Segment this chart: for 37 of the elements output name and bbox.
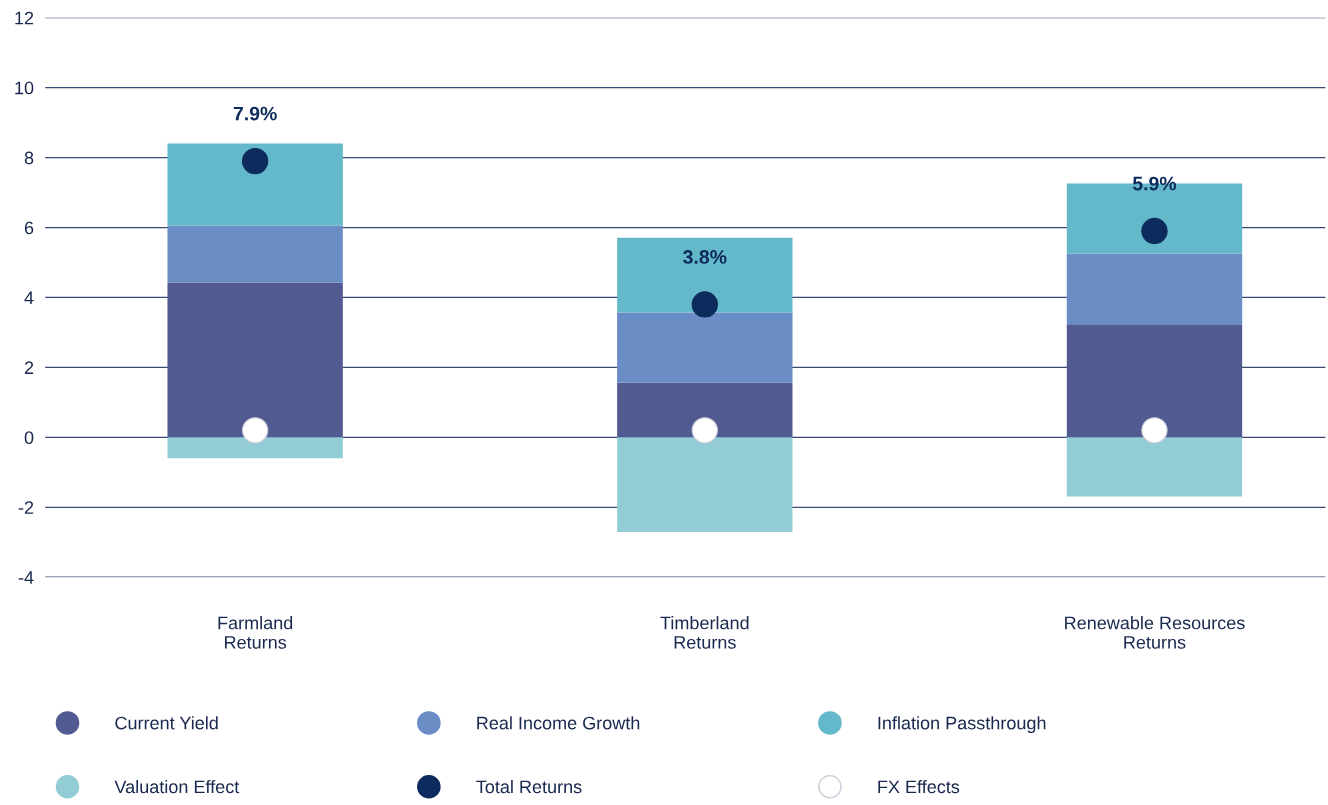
legend-label: Valuation Effect — [114, 779, 240, 794]
legend-label: Inflation Passthrough — [878, 716, 1046, 734]
bar — [1066, 324, 1243, 438]
y-tick-label: 12 — [15, 11, 34, 25]
y-tick-label: 4 — [24, 291, 34, 304]
legend-label: Current Yield — [115, 716, 218, 730]
bar — [167, 225, 343, 283]
y-tick-label: 8 — [24, 151, 34, 165]
point — [1141, 217, 1168, 245]
x-tick-label: Renewable Resources Returns — [1065, 616, 1245, 649]
legend-label: Total Returns — [476, 779, 582, 794]
bar — [617, 437, 793, 533]
bar — [617, 312, 793, 383]
y-tick-label: -4 — [18, 571, 34, 584]
point — [691, 291, 718, 318]
y-tick-label: 2 — [24, 361, 34, 374]
point — [241, 417, 269, 444]
point — [1141, 417, 1168, 444]
bar — [1066, 253, 1243, 325]
x-tick-label: Timberland Returns — [660, 616, 749, 649]
point — [691, 417, 718, 444]
y-tick-label: 0 — [24, 431, 34, 445]
y-tick-label: 6 — [24, 221, 34, 235]
bar — [167, 437, 343, 459]
legend-label: FX Effects — [878, 779, 960, 794]
legend-label: Real Income Growth — [477, 716, 640, 730]
bar — [617, 237, 793, 313]
x-tick-label: Farmland Returns — [218, 616, 293, 649]
bar — [167, 143, 343, 226]
y-tick-label: -2 — [18, 501, 34, 514]
bar — [1066, 437, 1243, 497]
data-label: 7.9% — [233, 106, 277, 121]
bar — [167, 282, 343, 438]
y-tick-label: 10 — [15, 81, 34, 95]
bar — [617, 382, 793, 438]
data-label: 3.8% — [683, 250, 727, 264]
point — [241, 147, 269, 175]
